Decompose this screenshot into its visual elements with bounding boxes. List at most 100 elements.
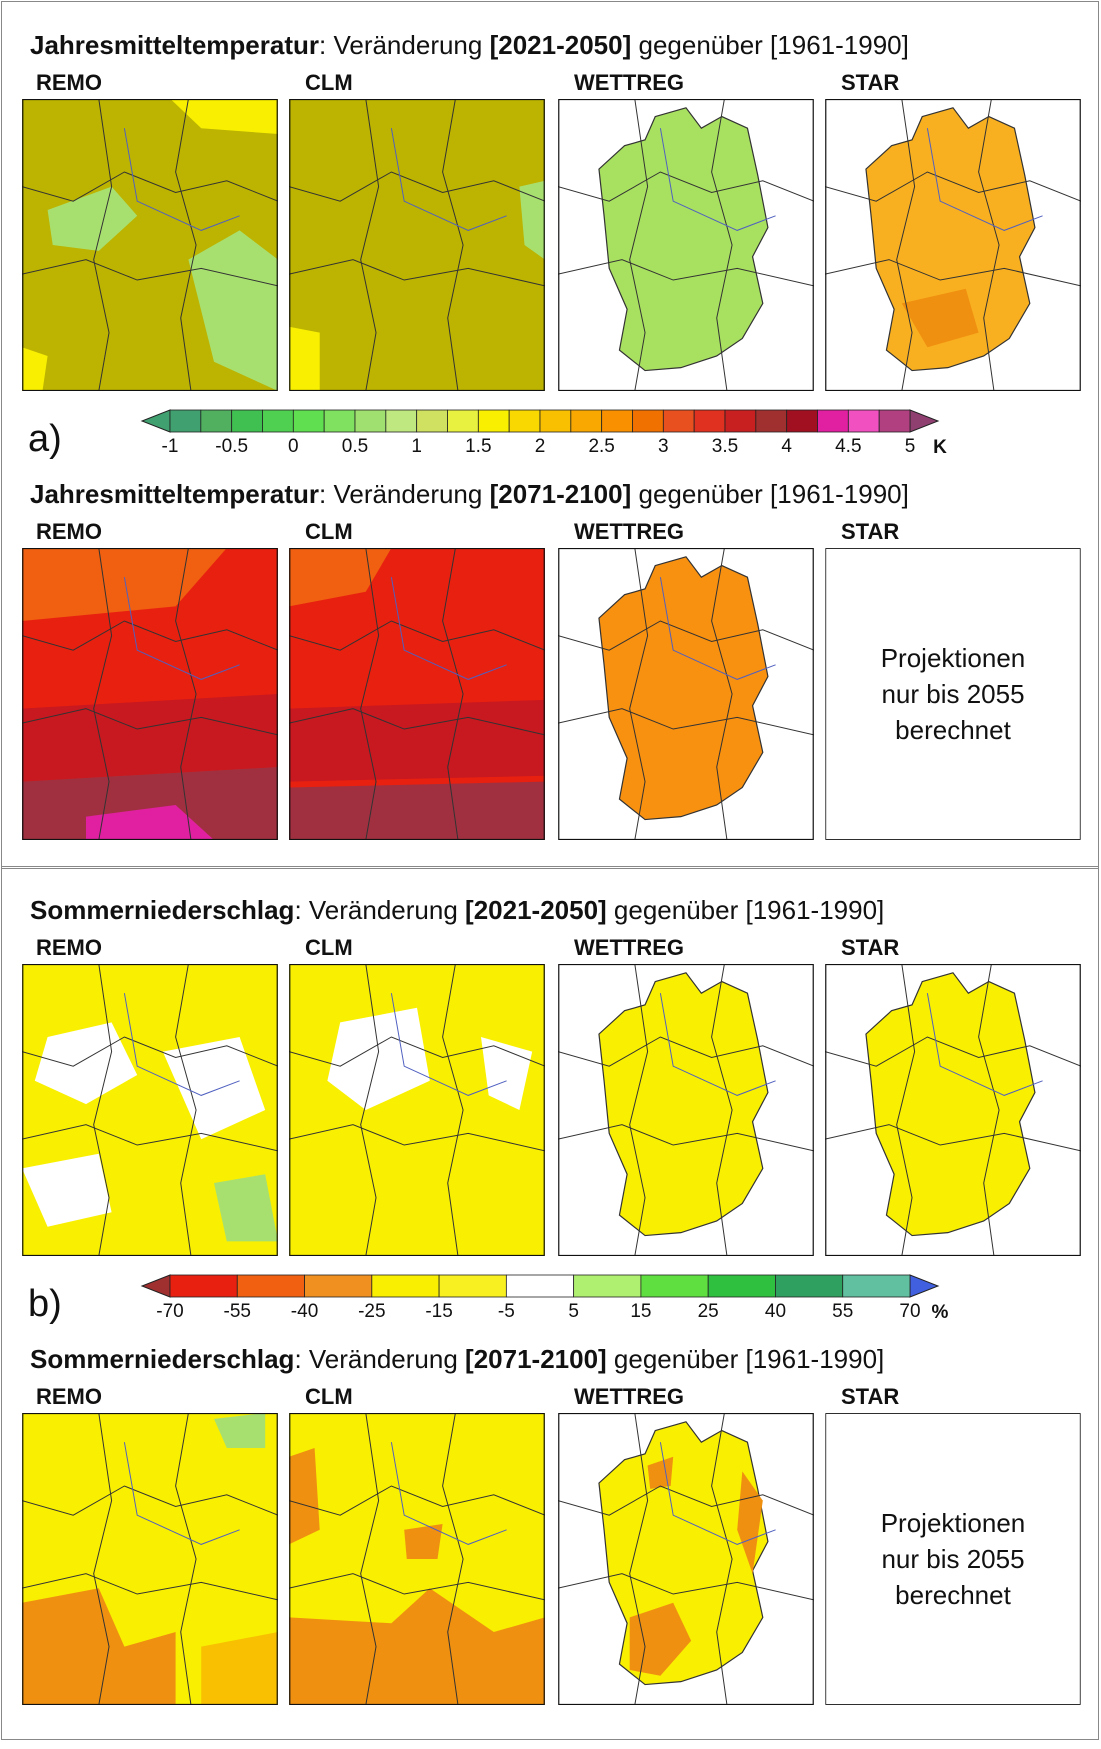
model-label: STAR — [841, 70, 900, 95]
map-shape — [826, 965, 1080, 1256]
gap — [482, 479, 489, 509]
colorbar-swatch — [447, 409, 479, 433]
colorbar-tick-label: 0.5 — [341, 436, 369, 457]
colorbar-swatch — [169, 409, 202, 433]
colorbar-tick-label: 2.5 — [588, 436, 615, 457]
colorbar-swatch — [354, 409, 387, 433]
period: [2071-2100] — [465, 1344, 607, 1374]
map — [22, 99, 278, 391]
map-shape — [290, 1414, 544, 1705]
map-shape — [289, 326, 320, 391]
map-shape — [290, 965, 544, 1256]
map-shape — [289, 172, 545, 201]
map-shape — [86, 804, 214, 840]
map-shape — [361, 964, 379, 1256]
map-shape — [23, 549, 277, 840]
map-shape — [47, 186, 138, 251]
map-shape — [979, 964, 999, 1256]
period: [2021-2050] — [465, 895, 607, 925]
map-shape — [558, 621, 814, 650]
map-shape — [630, 548, 648, 840]
gap — [607, 895, 614, 925]
map — [22, 1413, 278, 1705]
map-shape — [391, 993, 506, 1095]
map-shape — [826, 1414, 1080, 1705]
note-line: nur bis 2055 — [881, 1544, 1025, 1574]
colorbar-swatch — [786, 409, 818, 433]
panel-frame — [1, 866, 1099, 1740]
map-shape — [94, 964, 112, 1256]
change: : Veränderung — [294, 1344, 458, 1374]
map-shape — [825, 260, 1081, 286]
period: [2021-2050] — [489, 30, 632, 60]
colorbar-tick-label: -5 — [497, 1301, 515, 1322]
map-shape — [289, 1574, 545, 1600]
map-shape — [201, 1632, 278, 1705]
colorbar-tick-label: 4 — [781, 436, 792, 457]
map-shape — [289, 1486, 545, 1515]
map-shape — [176, 964, 196, 1256]
colorbar-tick-label: 0 — [288, 436, 299, 457]
map-shape — [660, 1442, 775, 1544]
map — [289, 99, 545, 391]
variable: Jahresmitteltemperatur — [30, 479, 319, 509]
map-shape — [630, 964, 648, 1256]
colorbar-swatch — [231, 409, 263, 433]
model-label: WETTREG — [574, 1384, 684, 1409]
colorbar-tick-label: 70 — [899, 1301, 921, 1322]
gap — [458, 1344, 465, 1374]
colorbar-unit: % — [931, 1302, 949, 1323]
colorbar-swatch — [505, 1274, 575, 1298]
map-shape — [162, 1037, 266, 1140]
map-shape — [140, 409, 171, 433]
map-shape — [391, 577, 506, 679]
colorbar-tick-label: -55 — [223, 1301, 251, 1322]
map-shape — [22, 172, 278, 201]
panel-label: b) — [28, 1283, 62, 1325]
colorbar-tick-label: 3 — [658, 436, 669, 457]
note-line: berechnet — [895, 1580, 1011, 1610]
change: : Veränderung — [319, 479, 483, 509]
map-shape — [289, 1588, 545, 1705]
colorbar-tick-label: 55 — [832, 1301, 854, 1322]
comparison: gegenüber [1961-1990] — [638, 479, 909, 509]
map-shape — [124, 1442, 239, 1544]
map-shape — [289, 1448, 320, 1545]
map-shape — [22, 1588, 176, 1705]
map-shape — [897, 99, 915, 391]
map-shape — [712, 964, 732, 1256]
colorbar-swatch — [755, 409, 788, 433]
colorbar-tick-label: 1.5 — [465, 436, 492, 457]
colorbar-swatch — [200, 409, 233, 433]
colorbar-swatch — [508, 409, 541, 433]
map-shape — [361, 99, 379, 391]
map-shape — [124, 577, 239, 679]
model-label: CLM — [305, 1384, 353, 1409]
map-shape — [34, 1022, 138, 1105]
map-shape — [176, 548, 196, 840]
map-shape — [712, 548, 732, 840]
map-shape — [660, 993, 775, 1095]
map-shape — [927, 128, 1042, 230]
model-label: STAR — [841, 1384, 900, 1409]
row-title: Jahresmitteltemperatur: Veränderung [207… — [30, 479, 909, 510]
map-shape — [979, 99, 999, 391]
map-shape — [558, 260, 814, 286]
colorbar-tick-label: -70 — [156, 1301, 184, 1322]
model-label: STAR — [841, 519, 900, 544]
colorbar-swatch — [304, 1274, 373, 1298]
map-shape — [289, 1125, 545, 1151]
map-shape — [214, 1413, 266, 1449]
colorbar-swatch — [416, 409, 448, 433]
map — [825, 964, 1081, 1256]
map-shape — [327, 1007, 430, 1110]
colorbar-swatch — [640, 1274, 709, 1298]
colorbar-swatch — [632, 409, 664, 433]
colorbar-tick-label: 1 — [411, 436, 422, 457]
colorbar-swatch — [842, 1274, 911, 1298]
model-label: CLM — [305, 519, 353, 544]
map-shape — [559, 100, 813, 391]
map-shape — [22, 1125, 278, 1151]
variable: Sommerniederschlag — [30, 1344, 295, 1374]
